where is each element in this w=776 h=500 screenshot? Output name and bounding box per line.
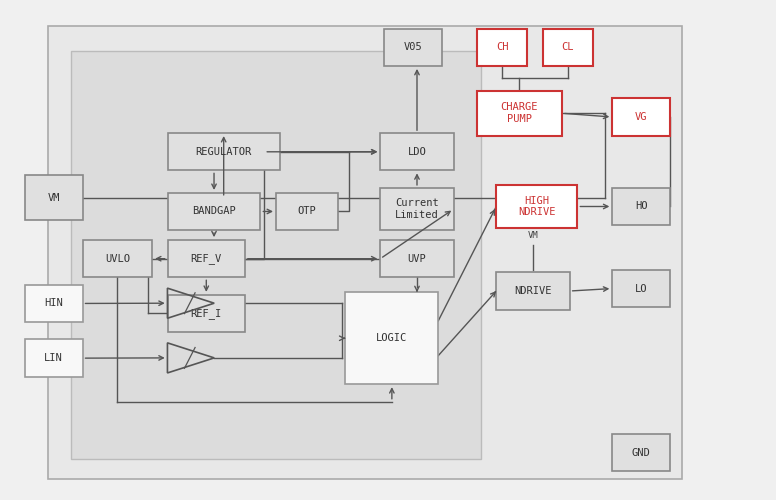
- Text: CL: CL: [562, 42, 574, 52]
- Bar: [496, 186, 577, 228]
- Bar: [168, 294, 245, 332]
- Text: LIN: LIN: [44, 353, 63, 363]
- Bar: [477, 28, 527, 66]
- Text: NDRIVE: NDRIVE: [514, 286, 552, 296]
- Bar: [384, 28, 442, 66]
- Text: VG: VG: [635, 112, 647, 122]
- Bar: [380, 133, 454, 170]
- Text: UVP: UVP: [407, 254, 426, 264]
- Text: HO: HO: [635, 202, 647, 211]
- Bar: [25, 340, 82, 377]
- Bar: [276, 193, 338, 230]
- Text: LDO: LDO: [407, 147, 426, 157]
- Text: UVLO: UVLO: [105, 254, 130, 264]
- Text: LO: LO: [635, 284, 647, 294]
- Text: Current
Limited: Current Limited: [395, 198, 439, 220]
- Bar: [168, 133, 280, 170]
- Bar: [542, 28, 593, 66]
- Text: REF_V: REF_V: [191, 253, 222, 264]
- Bar: [71, 51, 481, 459]
- Text: VM: VM: [47, 193, 60, 203]
- Bar: [612, 434, 670, 472]
- Bar: [380, 240, 454, 278]
- Text: HIN: HIN: [44, 298, 63, 308]
- Text: REGULATOR: REGULATOR: [196, 147, 252, 157]
- Bar: [168, 240, 245, 278]
- Text: CH: CH: [496, 42, 508, 52]
- Bar: [612, 188, 670, 225]
- Text: OTP: OTP: [297, 206, 316, 216]
- Text: HIGH
NDRIVE: HIGH NDRIVE: [518, 196, 556, 218]
- Bar: [380, 188, 454, 230]
- Bar: [477, 91, 562, 136]
- Text: REF_I: REF_I: [191, 308, 222, 319]
- Text: BANDGAP: BANDGAP: [192, 206, 236, 216]
- Bar: [82, 240, 152, 278]
- Bar: [345, 292, 438, 384]
- Text: V05: V05: [404, 42, 422, 52]
- Text: VM: VM: [528, 230, 539, 239]
- Bar: [612, 270, 670, 307]
- Bar: [612, 98, 670, 136]
- Bar: [496, 272, 570, 310]
- Bar: [25, 285, 82, 322]
- Bar: [48, 26, 682, 478]
- Text: LOGIC: LOGIC: [376, 334, 407, 344]
- Text: CHARGE
PUMP: CHARGE PUMP: [501, 102, 539, 124]
- Text: GND: GND: [632, 448, 650, 458]
- Bar: [25, 176, 82, 220]
- Bar: [168, 193, 261, 230]
